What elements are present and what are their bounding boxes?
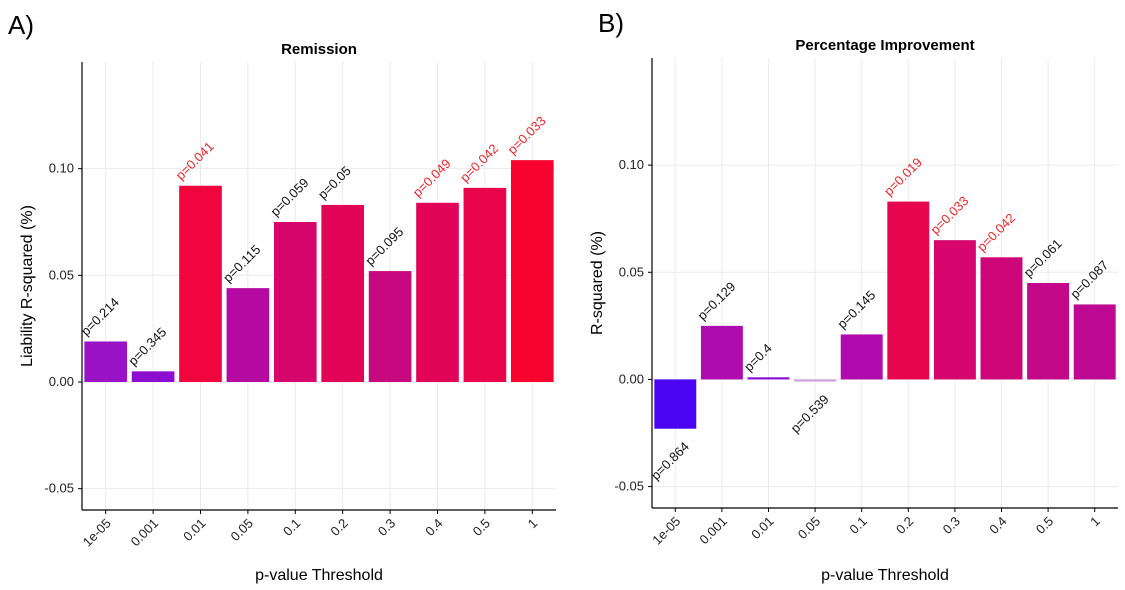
panel-b-bar-0.05 [794,379,837,382]
panel-a-p-label: p=0.214 [78,294,122,338]
panel-b-bar-0.001 [700,325,743,380]
panel-b-y-tick-label: 0.10 [619,157,644,172]
panel-a-x-tick-label: 0.01 [180,516,209,545]
panel-b-x-tick-label: 0.3 [940,514,963,537]
panel-a-y-tick-label: 0.05 [49,267,74,282]
panel-a-y-axis-label: Liability R-squared (%) [19,205,36,367]
panel-a-title: Remission [281,41,357,58]
panel-b-p-label: p=0.864 [648,439,692,483]
panel-b-bar-0.01 [747,377,790,380]
panel-b-p-label: p=0.087 [1067,257,1111,301]
panel-b-p-label: p=0.539 [788,392,832,436]
panel-a-bar-0.01 [179,185,222,382]
panel-b-bar-0.3 [933,240,976,380]
panel-b-label: B) [598,8,624,38]
panel-b-y-tick-label: 0.05 [619,264,644,279]
panel-a-bar-0.2 [321,204,365,382]
panel-a-y-tick-label: -0.05 [44,481,74,496]
panel-a-y-tick-label: 0.00 [49,374,74,389]
panel-a-x-tick-label: 0.2 [327,516,350,539]
panel-b-x-tick-label: 0.1 [846,514,869,537]
panel-a-y-tick-label: 0.10 [49,161,74,176]
panel-a-x-tick-label: 0.3 [375,516,398,539]
panel-b-p-label: p=0.042 [974,210,1018,254]
panel-b-bar-1 [1073,304,1116,380]
panel-b-x-tick-label: 0.5 [1033,514,1056,537]
panel-b-bar-0.1 [840,334,883,380]
panel-b-bar-0.5 [1027,283,1070,380]
panel-a-x-tick-label: 0.4 [422,516,445,539]
panel-b-title: Percentage Improvement [795,37,974,54]
panel-a-label: A) [8,10,34,40]
panel-b-x-tick-label: 0.01 [748,514,777,543]
panel-b-p-label: p=0.061 [1021,236,1065,280]
panel-a-p-label: p=0.042 [457,141,501,185]
panel-b-x-tick-label: 0.2 [893,514,916,537]
panel-a-p-label: p=0.115 [220,242,263,285]
panel-a-bar-0.5 [463,187,507,382]
panel-b-x-tick-label: 0.001 [696,514,730,548]
panel-b-bar-0.4 [980,257,1023,380]
panel-a-x-axis-label: p-value Threshold [255,567,383,584]
panel-b-p-label: p=0.129 [694,279,738,323]
panel-b-p-label: p=0.4 [741,341,775,375]
panel-b-x-tick-label: 1e-05 [649,514,683,548]
panel-a-p-label: p=0.059 [267,175,311,219]
panel-b-x-tick-label: 0.4 [986,514,1009,537]
panel-a-bar-1e-05 [84,341,128,382]
panel-a-bar-0.4 [416,202,459,382]
panel-a-bar-1 [510,160,554,382]
panel-b-y-tick-label: -0.05 [614,479,644,494]
panel-b-x-tick-label: 0.05 [795,514,824,543]
panel-a-x-tick-label: 0.05 [228,516,257,545]
panel-a-p-label: p=0.033 [504,113,548,157]
panel-b-bar-0.2 [887,201,930,380]
panel-a-x-tick-label: 1 [525,516,541,532]
panel-a-p-label: p=0.041 [173,139,217,183]
panel-a-x-tick-label: 0.5 [470,516,493,539]
panel-b-bar-1e-05 [654,379,697,429]
panel-a-p-label: p=0.345 [125,324,169,368]
panel-a-p-label: p=0.095 [362,224,406,268]
panel-a-x-tick-label: 1e-05 [80,516,114,550]
panel-b-x-tick-label: 1 [1087,514,1103,530]
panel-a-x-tick-label: 0.001 [128,516,162,550]
panel-a-x-tick-label: 0.1 [280,516,303,539]
panel-b-y-axis-label: R-squared (%) [589,231,606,335]
panel-a-bar-0.001 [131,371,175,382]
panel-a-p-label: p=0.049 [410,156,454,200]
panel-b-x-axis-label: p-value Threshold [821,567,949,584]
panel-b-p-label: p=0.019 [881,155,925,199]
panel-a-bar-0.3 [368,271,412,382]
panel-a-bar-0.05 [226,288,270,382]
panel-b-p-label: p=0.033 [927,193,971,237]
panel-b-p-label: p=0.145 [834,287,878,331]
panel-b-y-tick-label: 0.00 [619,371,644,386]
panel-a-bar-0.1 [273,222,317,382]
